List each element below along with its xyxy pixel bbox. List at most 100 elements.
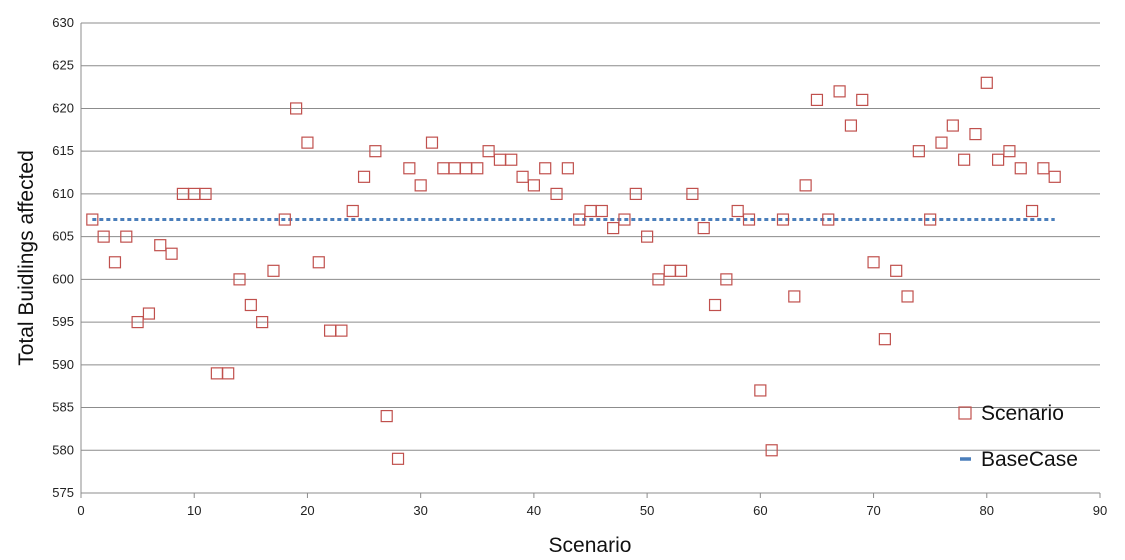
y-tick-label: 605 [52,229,74,244]
x-tick-label: 10 [187,503,201,518]
scenario-point [607,221,620,235]
scenario-point [210,367,223,380]
scenario-point [301,136,314,149]
scenario-point [471,162,484,175]
scenario-point [641,230,654,243]
scenario-point [1014,162,1027,175]
x-tick-label: 60 [753,503,767,518]
scenario-point [369,145,382,158]
scenario-point [810,93,824,107]
scenario-point [539,162,552,175]
scenario-point [912,145,925,158]
scenario-point [629,187,642,201]
scenario-point [1025,204,1039,218]
scenario-point [425,136,439,149]
gridlines [81,22,1100,451]
x-tick-label: 70 [866,503,880,518]
x-tick-label: 90 [1093,503,1107,518]
scenario-point [822,213,835,226]
scenario-point [256,315,269,329]
scenario-point [516,170,529,183]
scenario-point [108,256,122,269]
scenario-point [595,204,608,218]
y-tick-label: 630 [52,15,74,30]
scenario-point [278,213,291,226]
legend: Scenario BaseCase [958,402,1078,471]
scenario-point [652,273,665,286]
scenario-point [561,162,574,175]
y-tick-label: 610 [52,186,74,201]
scenario-point [618,213,631,226]
scenario-series [86,76,1061,465]
y-tick-label: 595 [52,314,74,329]
scenario-point [222,367,235,380]
scenario-point [776,213,790,226]
scenario-point [946,119,959,132]
scenario-point [505,153,518,166]
scenario-point [663,264,676,277]
scenario-point [493,153,507,166]
y-axis-title: Total Buidlings affected [15,150,38,366]
scenario-point [154,239,167,252]
scenario-point [765,444,778,457]
scenario-point [312,256,325,269]
scenario-point [290,102,303,115]
scenario-point [924,213,937,226]
scenario-point [527,179,540,192]
x-tick-label: 40 [527,503,541,518]
scenario-point [1003,145,1016,158]
scenario-point [991,153,1005,166]
axes: 575 580 585 590 595 600 605 610 615 620 625 630 0 10 2… [52,15,1107,518]
scenario-point [335,324,348,337]
scenario-point [414,179,427,192]
scenario-point [142,307,156,320]
x-axis-title: Scenario [549,534,632,557]
scenario-point [878,333,891,346]
y-tick-label: 585 [52,400,74,415]
x-tick-label: 20 [300,503,314,518]
scenario-point [437,162,450,175]
scenario-point [550,187,563,201]
scenario-point [165,247,178,260]
scenario-point [788,290,801,303]
y-tick-label: 580 [52,442,74,457]
scenario-point [391,452,405,465]
y-tick-label: 615 [52,143,74,158]
scenario-point [199,187,212,201]
scenario-point [697,221,710,235]
scenario-point [482,145,495,158]
scenario-point [448,162,461,175]
scenario-point [856,93,869,107]
scenario-point [584,204,597,218]
scenario-point [720,273,733,286]
scenario-point [799,179,812,192]
scenario-point [131,315,144,329]
x-tick-label: 80 [980,503,994,518]
scenario-point [267,264,280,277]
scenario-point [731,204,744,218]
scenario-point [1037,162,1050,175]
scenario-point [708,298,722,312]
y-tick-label: 620 [52,100,74,115]
scenario-point [346,204,359,218]
scenario-point [459,162,473,175]
scenario-point [686,187,699,201]
scenario-point [674,264,688,277]
scenario-point [244,298,257,312]
scenario-point [573,213,586,226]
scenario-point [935,136,948,149]
scenario-point [233,273,246,286]
scenario-point [742,213,756,226]
scenario-point [844,119,858,132]
scenario-point [901,290,914,303]
scenario-point [833,85,846,98]
legend-scenario-label: Scenario [981,402,1064,425]
scenario-point [403,162,416,175]
scenario-point [323,324,337,337]
scenario-point [890,264,903,277]
scenario-point [86,213,99,226]
x-tick-label: 30 [413,503,427,518]
scenario-point [867,256,880,269]
